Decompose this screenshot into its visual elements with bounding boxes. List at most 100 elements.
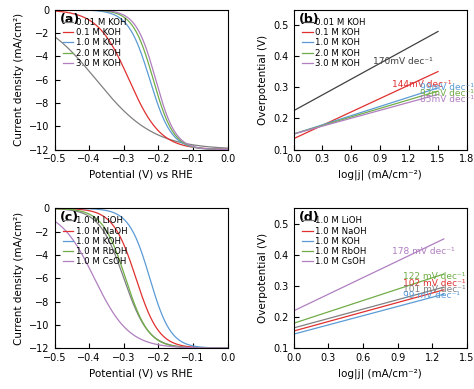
- 1.0 M NaOH: [146, 310, 151, 315]
- Text: (a): (a): [60, 12, 80, 26]
- 1.0 M NaOH: [319, 321, 324, 326]
- Line: 1.0 M LiOH: 1.0 M LiOH: [293, 287, 444, 328]
- 0.01 M KOH: [221, 145, 227, 150]
- 1.0 M RbOH: [135, 310, 141, 315]
- 1.0 M KOH: [52, 206, 57, 211]
- 1.0 M LiOH: [319, 318, 324, 323]
- Line: 1.0 M RbOH: 1.0 M RbOH: [55, 209, 228, 348]
- Line: 3.0 M KOH: 3.0 M KOH: [55, 10, 228, 149]
- 1.0 M CsOH: [225, 346, 231, 350]
- X-axis label: Potential (V) vs RHE: Potential (V) vs RHE: [89, 368, 193, 378]
- Text: 99 mV dec⁻¹: 99 mV dec⁻¹: [403, 291, 460, 300]
- 2.0 M KOH: [146, 60, 151, 65]
- Line: 1.0 M KOH: 1.0 M KOH: [55, 209, 228, 348]
- Text: 101 mV dec⁻¹: 101 mV dec⁻¹: [403, 285, 466, 294]
- Text: 122 mV dec⁻¹: 122 mV dec⁻¹: [403, 272, 466, 281]
- 2.0 M KOH: [428, 91, 434, 96]
- 3.0 M KOH: [318, 124, 323, 129]
- 1.0 M LiOH: [134, 310, 140, 314]
- 1.0 M KOH: [194, 344, 200, 349]
- 0.1 M KOH: [52, 9, 57, 13]
- Text: (b): (b): [299, 12, 319, 26]
- 1.0 M RbOH: [225, 346, 231, 350]
- 3.0 M KOH: [221, 147, 227, 152]
- 3.0 M KOH: [423, 95, 428, 100]
- 1.0 M KOH: [435, 86, 441, 90]
- 1.0 M RbOH: [297, 319, 302, 324]
- Line: 2.0 M KOH: 2.0 M KOH: [293, 91, 438, 134]
- 1.0 M RbOH: [441, 272, 447, 276]
- 1.0 M KOH: [146, 271, 151, 275]
- 1.0 M NaOH: [297, 327, 302, 332]
- 1.0 M KOH: [319, 324, 324, 329]
- 1.0 M KOH: [225, 147, 231, 152]
- 0.1 M KOH: [291, 137, 296, 141]
- 1.0 M LiOH: [441, 285, 447, 289]
- Legend: 0.01 M KOH, 0.1 M KOH, 1.0 M KOH, 2.0 M KOH, 3.0 M KOH: 0.01 M KOH, 0.1 M KOH, 1.0 M KOH, 2.0 M …: [62, 17, 128, 69]
- 3.0 M KOH: [155, 84, 161, 89]
- 1.0 M KOH: [225, 346, 231, 350]
- 3.0 M KOH: [52, 7, 57, 12]
- 0.01 M KOH: [308, 99, 314, 103]
- 1.0 M CsOH: [52, 219, 57, 223]
- Line: 0.1 M KOH: 0.1 M KOH: [293, 72, 438, 139]
- 1.0 M KOH: [318, 123, 323, 128]
- Line: 0.01 M KOH: 0.01 M KOH: [265, 32, 438, 126]
- 0.1 M KOH: [329, 119, 335, 123]
- 1.0 M LiOH: [428, 288, 434, 293]
- 0.01 M KOH: [194, 143, 200, 148]
- 0.01 M KOH: [225, 146, 231, 151]
- 3.0 M KOH: [300, 129, 305, 134]
- Text: 178 mV dec⁻¹: 178 mV dec⁻¹: [392, 247, 455, 256]
- 1.0 M KOH: [433, 294, 439, 298]
- 1.0 M KOH: [146, 72, 151, 77]
- 1.0 M CsOH: [428, 243, 434, 247]
- 1.0 M RbOH: [221, 346, 227, 350]
- Line: 1.0 M RbOH: 1.0 M RbOH: [293, 274, 444, 323]
- 0.01 M KOH: [146, 128, 151, 132]
- 1.0 M LiOH: [433, 287, 439, 291]
- 0.1 M KOH: [423, 75, 428, 80]
- 1.0 M KOH: [297, 330, 302, 335]
- 2.0 M KOH: [221, 147, 227, 152]
- 1.0 M RbOH: [146, 329, 151, 333]
- X-axis label: log|j| (mA/cm⁻²): log|j| (mA/cm⁻²): [338, 170, 422, 180]
- Line: 1.0 M LiOH: 1.0 M LiOH: [55, 209, 228, 348]
- 3.0 M KOH: [225, 147, 231, 152]
- 1.0 M CsOH: [155, 342, 161, 347]
- 1.0 M CsOH: [319, 295, 324, 300]
- 2.0 M KOH: [300, 129, 305, 134]
- 1.0 M LiOH: [300, 323, 306, 328]
- 1.0 M LiOH: [225, 346, 231, 350]
- Line: 1.0 M KOH: 1.0 M KOH: [293, 88, 438, 134]
- 3.0 M KOH: [329, 121, 335, 126]
- 1.0 M KOH: [134, 40, 140, 44]
- Y-axis label: Current density (mA/cm²): Current density (mA/cm²): [14, 13, 24, 146]
- 0.1 M KOH: [221, 147, 227, 152]
- 0.1 M KOH: [435, 69, 441, 74]
- 1.0 M NaOH: [291, 329, 296, 333]
- 0.01 M KOH: [134, 120, 140, 124]
- 1.0 M LiOH: [331, 315, 337, 319]
- Line: 0.1 M KOH: 0.1 M KOH: [55, 11, 228, 149]
- Line: 1.0 M CsOH: 1.0 M CsOH: [55, 221, 228, 348]
- 1.0 M RbOH: [155, 338, 161, 342]
- 1.0 M CsOH: [297, 306, 302, 310]
- 2.0 M KOH: [52, 7, 57, 12]
- Text: 144mV dec⁻¹: 144mV dec⁻¹: [392, 80, 451, 89]
- 1.0 M NaOH: [441, 287, 447, 292]
- 2.0 M KOH: [291, 132, 296, 137]
- 1.0 M NaOH: [433, 289, 439, 294]
- Line: 2.0 M KOH: 2.0 M KOH: [55, 10, 228, 149]
- 3.0 M KOH: [435, 92, 441, 97]
- Legend: 0.01 M KOH, 0.1 M KOH, 1.0 M KOH, 2.0 M KOH, 3.0 M KOH: 0.01 M KOH, 0.1 M KOH, 1.0 M KOH, 2.0 M …: [301, 17, 366, 69]
- 1.0 M KOH: [155, 301, 161, 305]
- Legend: 1.0 M LiOH, 1.0 M NaOH, 1.0 M KOH, 1.0 M RbOH, 1.0 M CsOH: 1.0 M LiOH, 1.0 M NaOH, 1.0 M KOH, 1.0 M…: [301, 216, 368, 267]
- 0.01 M KOH: [52, 34, 57, 39]
- 1.0 M KOH: [428, 88, 434, 93]
- 1.0 M KOH: [331, 321, 337, 326]
- 0.01 M KOH: [155, 132, 161, 137]
- 1.0 M KOH: [134, 237, 140, 242]
- 1.0 M NaOH: [52, 206, 57, 211]
- Line: 1.0 M NaOH: 1.0 M NaOH: [55, 209, 228, 348]
